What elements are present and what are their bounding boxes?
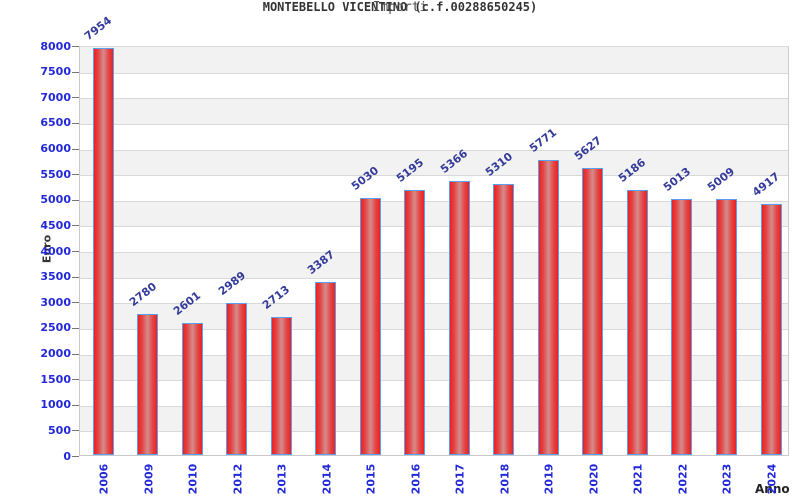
y-tick-label: 5500 <box>40 168 71 181</box>
y-tick-mark <box>72 328 79 329</box>
gridline <box>80 355 788 356</box>
y-tick-mark <box>72 277 79 278</box>
y-tick-mark <box>72 174 79 175</box>
x-tick-label: 2018 <box>498 463 512 495</box>
bar-2009 <box>137 314 158 455</box>
x-tick-label: 2010 <box>186 463 200 495</box>
y-tick-label: 5000 <box>40 193 71 206</box>
x-tick-label: 2017 <box>453 463 467 495</box>
bar-2020 <box>582 168 603 455</box>
gridline <box>80 124 788 125</box>
gridline <box>80 329 788 330</box>
y-tick-label: 0 <box>63 450 71 463</box>
gridline <box>80 431 788 432</box>
y-tick-label: 4000 <box>40 245 71 258</box>
x-tick-label: 2019 <box>542 463 556 495</box>
x-tick-label: 2021 <box>631 463 645 495</box>
x-axis-title: Anno <box>755 482 790 496</box>
bar-2022 <box>671 199 692 455</box>
y-tick-label: 2500 <box>40 321 71 334</box>
y-tick-mark <box>72 405 79 406</box>
gridline <box>80 303 788 304</box>
gridline <box>80 150 788 151</box>
y-tick-mark <box>72 430 79 431</box>
y-tick-label: 1500 <box>40 373 71 386</box>
gridline <box>80 175 788 176</box>
y-tick-label: 8000 <box>40 40 71 53</box>
bar-2006 <box>93 48 114 455</box>
y-tick-label: 2000 <box>40 347 71 360</box>
bar-2023 <box>716 199 737 455</box>
chart-subtitle: Importi <box>372 0 428 15</box>
x-tick-label: 2012 <box>231 463 245 495</box>
x-tick-label: 2009 <box>142 463 156 495</box>
bar-2021 <box>627 190 648 455</box>
y-tick-mark <box>72 225 79 226</box>
bar-value-label: 7954 <box>81 13 115 43</box>
plot-band <box>80 150 788 176</box>
plot-band <box>80 252 788 278</box>
gridline <box>80 98 788 99</box>
x-tick-label: 2015 <box>364 463 378 495</box>
gridline <box>80 278 788 279</box>
y-tick-label: 7000 <box>40 91 71 104</box>
x-tick-label: 2024 <box>765 463 779 495</box>
bar-2014 <box>315 282 336 455</box>
y-tick-mark <box>72 46 79 47</box>
y-tick-mark <box>72 302 79 303</box>
gridline <box>80 252 788 253</box>
bar-2012 <box>226 303 247 455</box>
plot-band <box>80 98 788 124</box>
y-tick-label: 3500 <box>40 270 71 283</box>
x-tick-label: 2016 <box>409 463 423 495</box>
plot-band <box>80 47 788 73</box>
gridline <box>80 73 788 74</box>
y-tick-mark <box>72 123 79 124</box>
y-tick-mark <box>72 200 79 201</box>
plot-band <box>80 201 788 227</box>
bar-2016 <box>404 190 425 455</box>
x-tick-label: 2023 <box>720 463 734 495</box>
y-tick-label: 3000 <box>40 296 71 309</box>
gridline <box>80 201 788 202</box>
gridline <box>80 380 788 381</box>
y-tick-mark <box>72 456 79 457</box>
bar-2010 <box>182 323 203 455</box>
y-tick-label: 7500 <box>40 65 71 78</box>
y-tick-mark <box>72 149 79 150</box>
y-tick-mark <box>72 379 79 380</box>
gridline <box>80 406 788 407</box>
x-tick-label: 2006 <box>97 463 111 495</box>
x-tick-label: 2022 <box>676 463 690 495</box>
y-tick-mark <box>72 72 79 73</box>
bar-2017 <box>449 181 470 455</box>
y-tick-label: 1000 <box>40 398 71 411</box>
bar-2015 <box>360 198 381 455</box>
bar-2024 <box>761 204 782 455</box>
x-tick-label: 2013 <box>275 463 289 495</box>
y-tick-mark <box>72 97 79 98</box>
bar-2018 <box>493 184 514 455</box>
y-tick-label: 4500 <box>40 219 71 232</box>
y-tick-label: 500 <box>48 424 71 437</box>
bar-2019 <box>538 160 559 455</box>
y-tick-label: 6000 <box>40 142 71 155</box>
chart-title: MONTEBELLO VICENTINO (c.f.00288650245) <box>262 0 538 14</box>
y-tick-mark <box>72 251 79 252</box>
y-tick-mark <box>72 354 79 355</box>
x-tick-label: 2020 <box>587 463 601 495</box>
gridline <box>80 226 788 227</box>
y-tick-label: 6500 <box>40 116 71 129</box>
bar-2013 <box>271 317 292 455</box>
x-tick-label: 2014 <box>320 463 334 495</box>
